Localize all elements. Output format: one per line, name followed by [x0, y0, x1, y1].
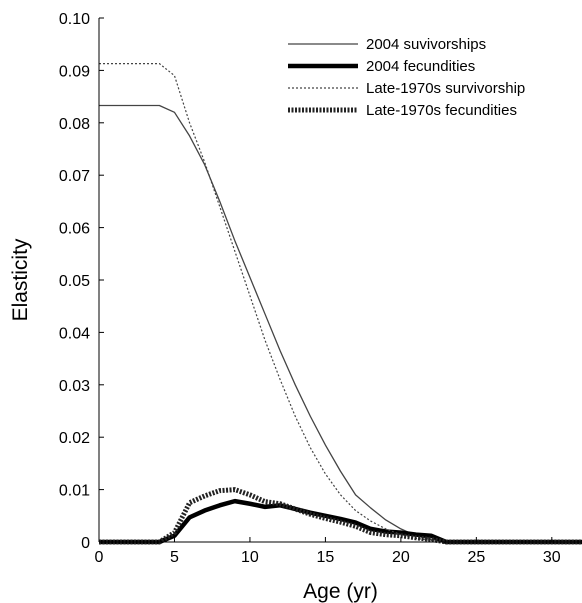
- legend-label: Late-1970s survivorship: [366, 80, 525, 97]
- x-axis-title: Age (yr): [303, 580, 378, 603]
- y-tick-label: 0.07: [59, 168, 90, 185]
- y-tick-label: 0.01: [59, 483, 90, 500]
- x-tick-label: 0: [95, 549, 104, 566]
- y-tick-label: 0.03: [59, 378, 90, 395]
- y-tick-label: 0.05: [59, 273, 90, 290]
- x-tick-label: 15: [317, 549, 335, 566]
- y-axis-title: Elasticity: [9, 238, 32, 321]
- x-tick-label: 20: [392, 549, 410, 566]
- y-tick-label: 0.04: [59, 325, 90, 342]
- legend-label: Late-1970s fecundities: [366, 102, 517, 119]
- y-tick-label: 0: [81, 535, 90, 552]
- legend: 2004 suvivorships 2004 fecundities Late-19…: [288, 36, 525, 119]
- y-tick-label: 0.02: [59, 430, 90, 447]
- y-tick-label: 0.10: [59, 11, 90, 28]
- x-tick-label: 10: [241, 549, 259, 566]
- x-tick-label: 25: [467, 549, 485, 566]
- y-tick-label: 0.06: [59, 221, 90, 238]
- x-tick-label: 30: [543, 549, 561, 566]
- legend-label: 2004 fecundities: [366, 58, 475, 75]
- series-line-late-1970s-survivorship: [99, 62, 582, 543]
- x-ticks-group: 0 5 10 15 20 25 30: [95, 537, 561, 566]
- x-tick-label: 5: [170, 549, 179, 566]
- y-ticks-group: 0 0.01 0.02 0.03 0.04 0.05 0.06 0.07 0.08 0.09 0.1…: [59, 11, 104, 552]
- series-line-2004-suvivorships: [99, 104, 582, 543]
- y-tick-label: 0.08: [59, 116, 90, 133]
- plot-series-group: [99, 62, 582, 545]
- series-line-late-1970s-fecundities: [99, 487, 582, 545]
- legend-label: 2004 suvivorships: [366, 36, 486, 53]
- y-tick-label: 0.09: [59, 63, 90, 80]
